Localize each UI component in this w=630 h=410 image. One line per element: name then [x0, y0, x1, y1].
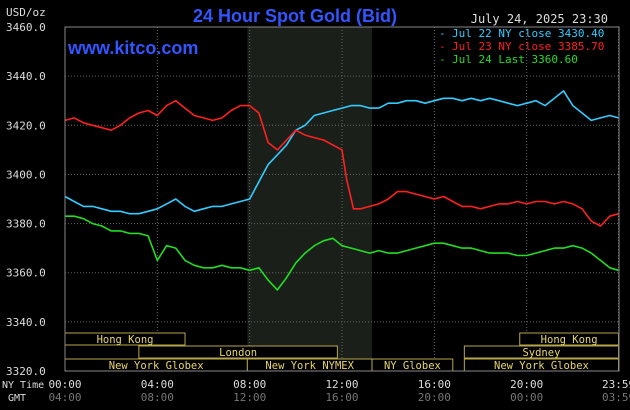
session-label: Hong Kong: [97, 334, 154, 346]
legend: - Jul 22 NY close 3430.40- Jul 23 NY close…: [439, 27, 604, 66]
x-tick-label-gmt: 04:00: [48, 391, 81, 404]
plot-border: [64, 26, 620, 372]
session-label: New York Globex: [109, 360, 204, 372]
watermark-text: www.kitco.com: [67, 38, 198, 58]
x-tick-label-ny: 04:00: [141, 378, 174, 391]
x-tick-label-ny: 16:00: [418, 378, 451, 391]
timestamp-label: July 24, 2025 23:30: [471, 12, 608, 26]
x-tick-label-ny: 12:00: [325, 378, 358, 391]
session-label: Hong Kong: [541, 334, 598, 346]
x-tick-label-gmt: 20:00: [418, 391, 451, 404]
series-line-3: [65, 215, 619, 291]
ny-time-axis-label: NY Time: [2, 380, 44, 391]
chart-title: 24 Hour Spot Gold (Bid): [193, 6, 397, 26]
y-axis: 3460.0 3440.0 3420.0 3400.0 3380.0 3360.0 3340…: [6, 21, 46, 378]
y-axis-unit-label: USD/oz: [6, 6, 46, 19]
y-tick-label: 3400.0: [6, 168, 46, 181]
y-tick-label: 3380.0: [6, 218, 46, 231]
series-line-1: [64, 90, 619, 215]
x-tick-label-gmt: 08:00: [141, 391, 174, 404]
legend-entry: Jul 23 NY close 3385.70: [452, 40, 604, 53]
y-tick-label: 3440.0: [6, 70, 46, 83]
session-label: London: [219, 347, 257, 359]
x-tick-label-gmt: 16:00: [325, 391, 358, 404]
legend-marker: -: [439, 40, 446, 53]
y-tick-label: 3360.0: [6, 267, 46, 280]
legend-marker: -: [439, 53, 446, 66]
y-tick-label: 3340.0: [6, 316, 46, 329]
y-tick-label: 3460.0: [6, 21, 46, 34]
session-box: [138, 345, 338, 359]
x-tick-label-ny: 20:00: [510, 378, 543, 391]
x-tick-label-ny: 00:00: [48, 378, 81, 391]
session-label: New York NYMEX: [265, 360, 354, 372]
gmt-axis-label: GMT: [8, 393, 26, 404]
x-tick-label-gmt: 00:00: [510, 391, 543, 404]
legend-marker: -: [439, 27, 446, 40]
x-tick-label-ny: 08:00: [233, 378, 266, 391]
session-label: Sydney: [522, 347, 560, 359]
x-tick-label-gmt: 03:59: [602, 391, 630, 404]
series-line-2: [64, 99, 619, 227]
y-tick-label: 3420.0: [6, 119, 46, 132]
series-lines: [64, 90, 619, 291]
y-tick-label: 3320.0: [6, 365, 46, 378]
legend-entry: Jul 22 NY close 3430.40: [452, 27, 604, 40]
nymex-highlight-band: [247, 27, 373, 371]
x-tick-label-gmt: 12:00: [233, 391, 266, 404]
x-tick-label-ny: 23:59: [602, 378, 630, 391]
x-axis: 00:0004:0004:0008:0008:0012:0012:0016:00…: [48, 378, 630, 404]
session-label: NY Globex: [384, 360, 441, 372]
session-label: New York Globex: [494, 360, 589, 372]
legend-entry: Jul 24 Last 3360.60: [452, 53, 578, 66]
